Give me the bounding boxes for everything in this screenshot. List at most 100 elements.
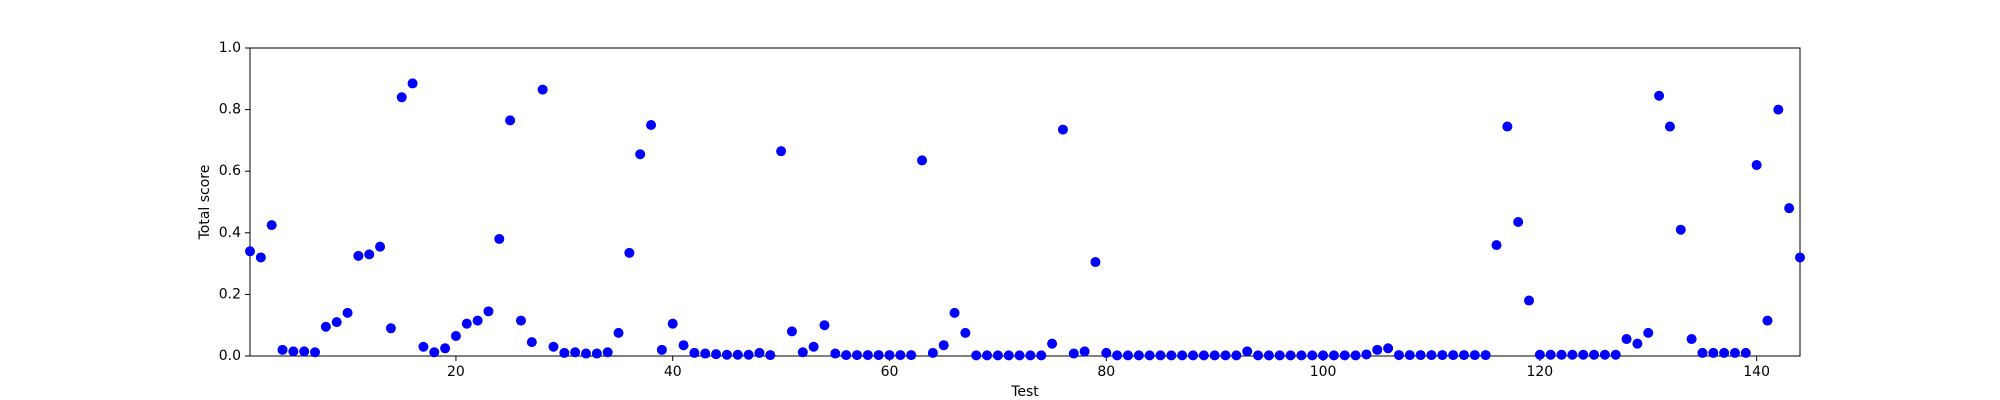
point: [1090, 257, 1101, 268]
point: [342, 307, 353, 318]
point: [1469, 350, 1480, 361]
point: [559, 347, 570, 358]
point: [1339, 350, 1350, 361]
point: [1404, 350, 1415, 361]
point: [1231, 350, 1242, 361]
point: [396, 92, 407, 103]
point: [1675, 224, 1686, 235]
x-tick-label: 140: [1743, 364, 1770, 380]
point: [1296, 350, 1307, 361]
point: [1361, 349, 1372, 360]
point: [1166, 350, 1177, 361]
point: [1740, 347, 1751, 358]
y-tick-label: 0.2: [219, 286, 241, 302]
point: [581, 348, 592, 359]
point: [1025, 350, 1036, 361]
point: [245, 246, 255, 257]
point: [1632, 338, 1643, 349]
point: [1198, 350, 1209, 361]
point: [689, 347, 700, 358]
point: [873, 350, 884, 361]
y-tick-label: 0.0: [219, 348, 241, 364]
y-axis-label: Total score: [197, 165, 213, 241]
point: [1209, 350, 1220, 361]
point: [461, 318, 472, 329]
point: [1480, 350, 1491, 361]
point: [895, 350, 906, 361]
point: [743, 349, 754, 360]
point: [472, 315, 483, 326]
point: [1068, 348, 1079, 359]
point: [1372, 344, 1383, 355]
x-tick-label: 80: [1097, 364, 1115, 380]
point: [678, 340, 689, 351]
point: [1328, 350, 1339, 361]
point: [797, 347, 808, 358]
point: [646, 120, 657, 130]
point: [1220, 350, 1231, 361]
point: [917, 155, 928, 166]
point: [1144, 350, 1155, 361]
point: [1448, 350, 1459, 361]
point: [960, 327, 971, 338]
point: [505, 115, 516, 126]
point: [1534, 349, 1545, 360]
point: [721, 349, 732, 360]
point: [385, 323, 396, 334]
plot-frame: [249, 47, 1801, 357]
point: [1242, 346, 1253, 357]
point: [548, 341, 559, 352]
point: [841, 350, 852, 361]
y-tick-label: 0.8: [219, 102, 241, 118]
point: [1036, 350, 1047, 361]
point: [1567, 349, 1578, 360]
point: [483, 306, 494, 317]
point: [830, 348, 841, 359]
point: [440, 343, 451, 354]
point: [1253, 350, 1264, 361]
point: [1307, 350, 1318, 361]
point: [1719, 347, 1730, 358]
point: [1188, 350, 1199, 361]
x-tick-label: 40: [664, 364, 682, 380]
point: [450, 330, 461, 341]
point: [1285, 350, 1296, 361]
point: [1578, 349, 1589, 360]
point: [407, 78, 418, 89]
point: [732, 349, 743, 360]
point: [353, 250, 364, 261]
point: [656, 344, 667, 355]
point: [819, 320, 830, 331]
point: [255, 252, 266, 263]
point: [938, 340, 949, 351]
point: [1654, 90, 1665, 101]
point: [982, 350, 993, 361]
point: [711, 349, 722, 360]
point: [1393, 350, 1404, 361]
point: [1437, 350, 1448, 361]
point: [635, 149, 646, 160]
point: [808, 341, 819, 352]
point: [1101, 347, 1112, 358]
x-tick-label: 20: [447, 364, 465, 380]
point: [277, 344, 288, 355]
point: [1513, 217, 1524, 228]
point: [1047, 338, 1058, 349]
point: [526, 337, 537, 348]
point: [1621, 334, 1632, 345]
point: [949, 307, 960, 318]
point: [765, 350, 776, 361]
point: [266, 220, 277, 231]
point: [1122, 350, 1133, 361]
point: [1773, 104, 1784, 115]
point: [1318, 350, 1329, 361]
x-tick-label: 120: [1526, 364, 1553, 380]
x-tick-label: 60: [881, 364, 899, 380]
point: [851, 350, 862, 361]
point: [700, 348, 711, 359]
point: [971, 350, 982, 361]
point: [1177, 350, 1188, 361]
point: [624, 247, 635, 258]
point: [1599, 349, 1610, 360]
